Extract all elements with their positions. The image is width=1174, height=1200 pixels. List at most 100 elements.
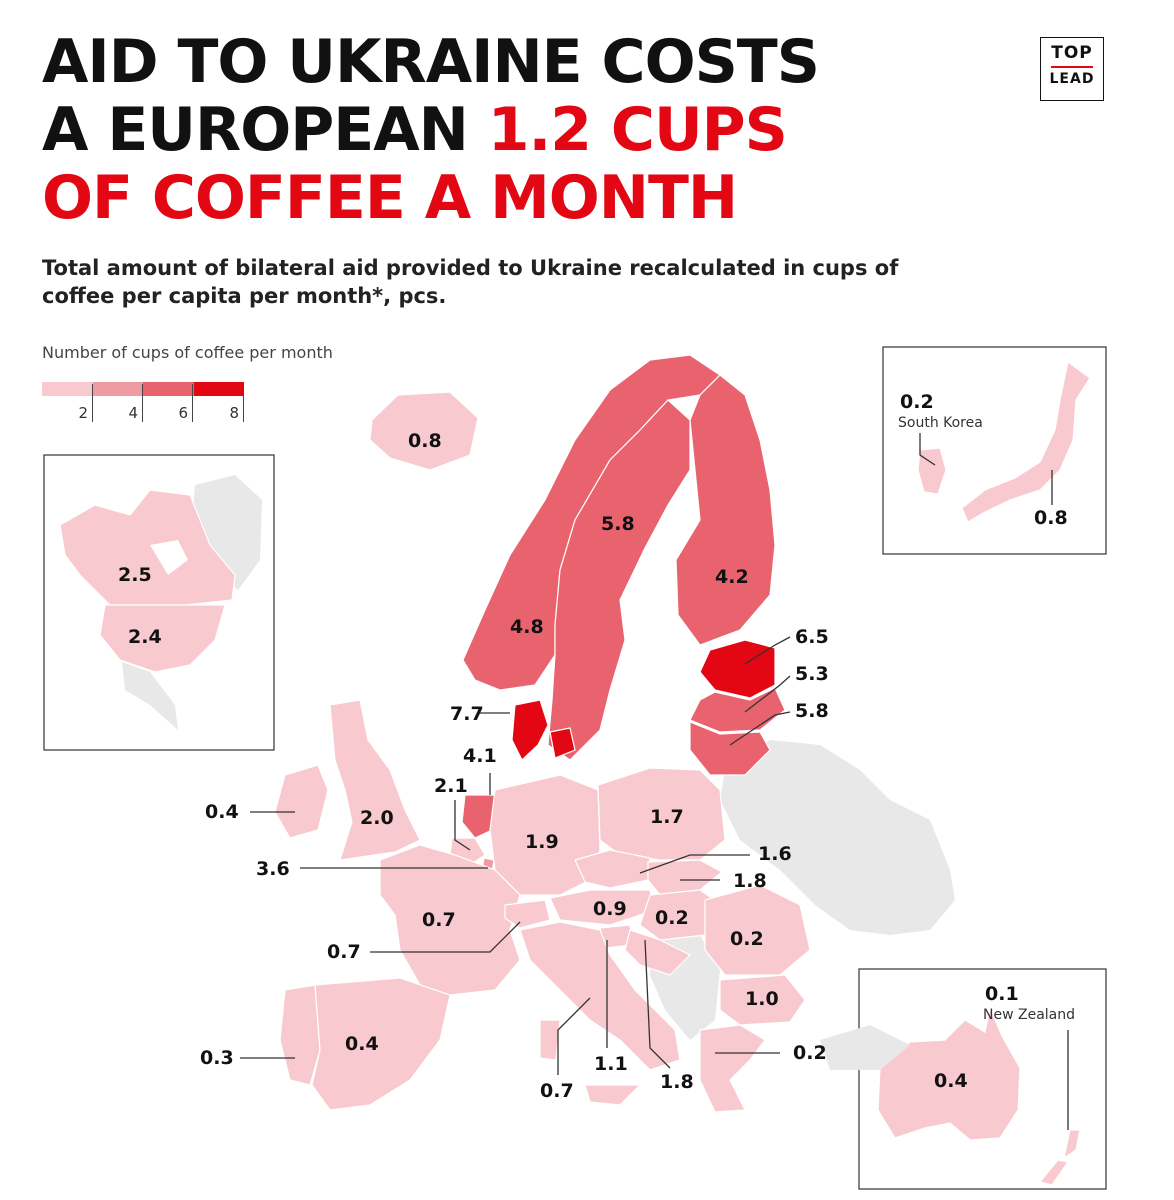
legend-tick — [92, 384, 93, 422]
legend-tick — [192, 384, 193, 422]
logo-top-text: TOP — [1051, 43, 1093, 63]
denmark-value: 7.7 — [450, 703, 484, 725]
bulgaria-value: 1.0 — [745, 988, 779, 1010]
hungary-value: 0.2 — [655, 907, 689, 929]
headline-highlight: 1.2 CUPS — [487, 95, 788, 165]
legend-swatch-3 — [143, 382, 194, 396]
poland-value: 1.7 — [650, 806, 684, 828]
lithuania-value: 5.8 — [795, 700, 829, 722]
latvia-value: 5.3 — [795, 663, 829, 685]
oceania-inset — [858, 968, 1107, 1190]
usa-value: 2.4 — [128, 626, 162, 648]
croatia-value: 1.8 — [660, 1071, 694, 1093]
legend-tick — [243, 384, 244, 422]
legend-swatch-4 — [193, 382, 244, 396]
iceland-value: 0.8 — [408, 430, 442, 452]
australia-shape — [877, 1006, 1021, 1141]
norway-value: 4.8 — [510, 616, 544, 638]
italy-shape — [519, 921, 681, 1106]
turkey-shape — [820, 1025, 910, 1070]
south-korea-leader — [919, 433, 936, 466]
uk-shape — [329, 699, 421, 861]
mexico-shape — [122, 662, 178, 730]
legend-swatch-1 — [42, 382, 93, 396]
slovakia-value: 1.8 — [733, 870, 767, 892]
uk-value: 2.0 — [360, 807, 394, 829]
netherlands-value: 4.1 — [463, 745, 497, 767]
headline: AID TO UKRAINE COSTS A EUROPEAN 1.2 CUPS… — [42, 27, 820, 233]
ireland-shape — [274, 764, 329, 839]
subtitle: Total amount of bilateral aid provided t… — [42, 256, 899, 308]
france-shape — [379, 844, 521, 996]
germany-shape — [489, 774, 601, 896]
estonia-shape — [699, 639, 776, 699]
logo-bottom-text: LEAD — [1049, 71, 1095, 87]
estonia-leader — [744, 636, 791, 665]
lithuania-leader — [729, 711, 791, 746]
legend-tick-label: 2 — [78, 404, 88, 422]
headline-line-1: AID TO UKRAINE COSTS — [42, 27, 820, 97]
belgium-leader — [454, 800, 471, 851]
portugal-value: 0.3 — [200, 1047, 234, 1069]
usa-shape — [99, 604, 226, 673]
romania-shape — [704, 884, 811, 976]
new-zealand-value: 0.1 — [985, 983, 1019, 1005]
croatia-leader — [644, 939, 671, 1069]
iceland-shape — [369, 391, 479, 471]
denmark-shape — [511, 699, 576, 761]
sweden-value: 5.8 — [601, 513, 635, 535]
canada-value: 2.5 — [118, 564, 152, 586]
romania-value: 0.2 — [730, 928, 764, 950]
france-value: 0.7 — [422, 909, 456, 931]
east-asia-inset — [882, 346, 1107, 555]
legend-title: Number of cups of coffee per month — [42, 343, 333, 362]
north-america-inset — [43, 454, 275, 751]
headline-line-3: OF COFFEE A MONTH — [42, 163, 738, 233]
legend-ticks: 2 4 6 8 — [42, 384, 246, 424]
legend-color-scale — [42, 382, 244, 396]
italy-value: 0.7 — [540, 1080, 574, 1102]
spain-shape — [311, 977, 451, 1111]
czechia-value: 1.6 — [758, 843, 792, 865]
new-zealand-name: New Zealand — [983, 1007, 1075, 1023]
slovenia-value: 1.1 — [594, 1053, 628, 1075]
australia-value: 0.4 — [934, 1070, 968, 1092]
finland-value: 4.2 — [715, 566, 749, 588]
switzerland-value: 0.7 — [327, 941, 361, 963]
canada-shape — [59, 489, 236, 606]
bulgaria-shape — [719, 974, 806, 1026]
legend-tick-label: 6 — [178, 404, 188, 422]
belgium-value: 2.1 — [434, 775, 468, 797]
legend-tick-label: 8 — [229, 404, 239, 422]
latvia-leader — [744, 675, 791, 713]
legend-swatch-2 — [92, 382, 143, 396]
ukraine-belarus-shape — [720, 740, 955, 935]
new-zealand-shape — [1038, 1129, 1081, 1186]
portugal-shape — [279, 984, 321, 1086]
ireland-value: 0.4 — [205, 801, 239, 823]
czechia-leader — [639, 854, 750, 874]
croatia-shape — [624, 929, 692, 976]
slovakia-shape — [647, 859, 724, 896]
headline-line-2-prefix: A EUROPEAN — [42, 95, 488, 165]
poland-shape — [597, 767, 726, 861]
spain-value: 0.4 — [345, 1033, 379, 1055]
switzerland-shape — [504, 899, 551, 929]
top-lead-logo: TOP LEAD — [1040, 37, 1104, 101]
austria-value: 0.9 — [593, 898, 627, 920]
sweden-shape — [547, 399, 691, 761]
germany-value: 1.9 — [525, 831, 559, 853]
logo-divider — [1051, 66, 1093, 68]
south-korea-name: South Korea — [898, 415, 983, 431]
italy-leader — [557, 997, 591, 1075]
south-korea-shape — [917, 447, 947, 495]
greece-shape — [699, 1024, 766, 1113]
luxembourg-value: 3.6 — [256, 858, 290, 880]
lithuania-shape — [689, 721, 771, 776]
greece-value: 0.2 — [793, 1042, 827, 1064]
south-korea-value: 0.2 — [900, 391, 934, 413]
legend-tick — [142, 384, 143, 422]
japan-value: 0.8 — [1034, 507, 1068, 529]
estonia-value: 6.5 — [795, 626, 829, 648]
